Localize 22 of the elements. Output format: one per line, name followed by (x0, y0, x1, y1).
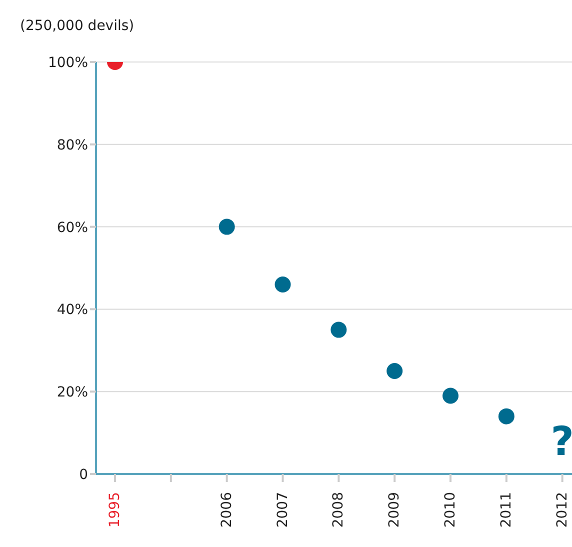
x-tick-label: 2011 (498, 492, 514, 528)
y-tick-label: 100% (48, 54, 88, 71)
x-tick-label: 2008 (330, 492, 347, 528)
point (498, 408, 514, 424)
y-tick-label: 60% (56, 220, 88, 236)
point (442, 388, 459, 404)
x-tick-label: 2007 (274, 492, 291, 528)
x-tick-label: 2012 (554, 492, 570, 528)
x-tick-label: 2006 (218, 492, 235, 528)
x-tick-label: 1995 (107, 492, 124, 528)
point (330, 322, 347, 338)
x-tick-label: 2010 (442, 492, 459, 528)
y-tick-label: 20% (56, 384, 88, 401)
y-tick-label: 40% (56, 302, 88, 318)
y-axis-title: (250,000 devils) (20, 18, 134, 34)
point (274, 276, 291, 292)
x-tick-label: 2009 (386, 492, 403, 528)
point (386, 363, 403, 379)
y-tick-label: 0 (79, 466, 88, 483)
y-tick-label: 80% (56, 137, 88, 154)
point (218, 218, 235, 235)
annotation: ? (550, 419, 572, 466)
